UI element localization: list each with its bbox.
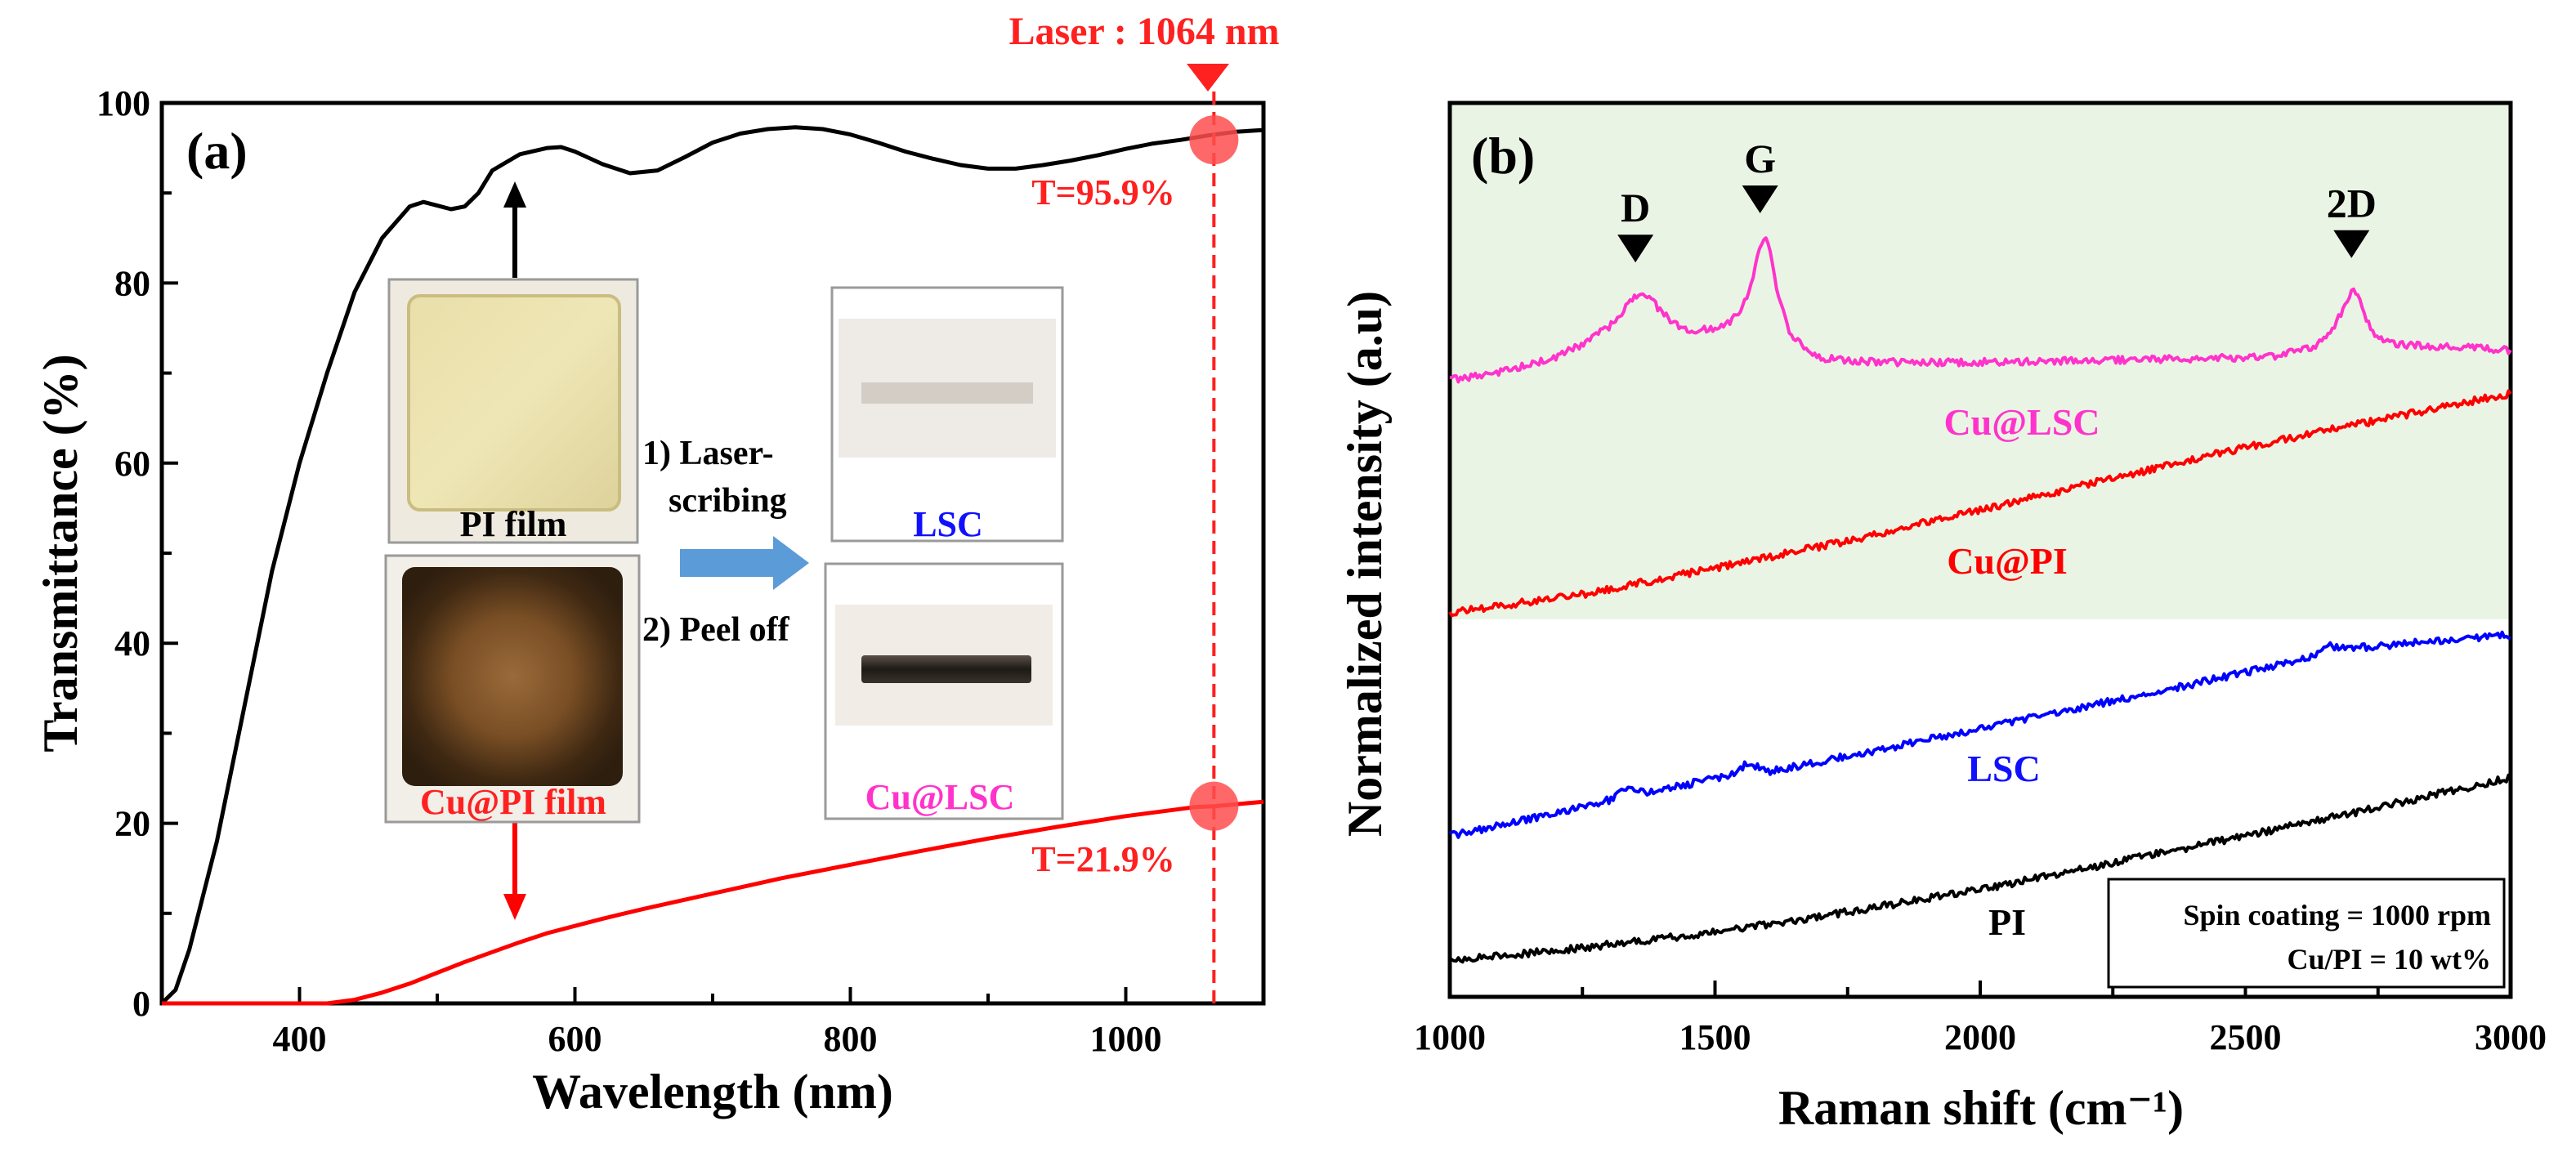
panel-b: 1000 1500 2000 2500 3000 D G 2D (b) Raman shif… (1338, 101, 2547, 1135)
y-tick-label: 40 (114, 623, 150, 663)
panel-a-label: (a) (186, 122, 248, 180)
series-label-pi: PI (1988, 901, 2026, 943)
peak-triangle-icon (2333, 230, 2370, 258)
annotation-line1: Spin coating = 1000 rpm (2183, 899, 2491, 931)
pi-film-inset: PI film (387, 278, 639, 544)
cu-pi-film-inset: Cu@PI film (384, 554, 641, 824)
panel-a-x-label: Wavelength (nm) (532, 1065, 893, 1119)
pi-film-label: PI film (460, 504, 567, 544)
x-tick-label: 2500 (2210, 1017, 2282, 1057)
series-label-cu-lsc: Cu@LSC (1943, 401, 2100, 443)
y-tick-label: 80 (114, 263, 150, 303)
series-line-1 (1448, 389, 2512, 618)
series-line-3 (1448, 773, 2511, 964)
y-tick-label: 20 (114, 804, 150, 844)
x-tick-label: 3000 (2475, 1017, 2547, 1057)
panel-b-curves (1448, 236, 2512, 964)
x-tick-label: 600 (548, 1019, 602, 1059)
laser-label: Laser : 1064 nm (1008, 10, 1279, 53)
panel-b-x-label: Raman shift (cm⁻¹) (1778, 1081, 2184, 1135)
annotation-line2: Cu/PI = 10 wt% (2287, 943, 2491, 976)
cu-lsc-label: Cu@LSC (865, 777, 1015, 817)
peak-markers: D G 2D (1617, 136, 2377, 263)
annotation-box: Spin coating = 1000 rpm Cu/PI = 10 wt% (2107, 878, 2506, 989)
step1-line1: 1) Laser- (642, 435, 774, 472)
peak-triangle-icon (1617, 235, 1654, 263)
x-tick-label: 800 (824, 1019, 878, 1059)
y-tick-label: 60 (114, 444, 150, 484)
peak-label: G (1744, 136, 1776, 181)
cu-pi-film-label: Cu@PI film (420, 782, 606, 822)
cu-lsc-inset: Cu@LSC (824, 562, 1064, 820)
process-arrow-icon (680, 536, 809, 590)
series-label-lsc: LSC (1967, 748, 2040, 789)
step1-line2: scribing (669, 482, 787, 520)
peak-triangle-icon (1742, 185, 1778, 214)
panel-a: 400 600 800 1000 0 20 40 60 80 100 (a) Wavelengt… (34, 10, 1280, 1119)
lsc-label: LSC (913, 504, 983, 544)
panel-a-x-ticks: 400 600 800 1000 (160, 987, 1265, 1059)
marker-point-0 (1189, 115, 1239, 165)
arrow-down-icon (503, 894, 526, 920)
x-tick-label: 1000 (1414, 1017, 1486, 1057)
step2-label: 2) Peel off (642, 611, 790, 649)
peak-label: 2D (2327, 181, 2377, 226)
x-tick-label: 1000 (1090, 1019, 1162, 1059)
laser-triangle-icon (1187, 64, 1229, 92)
y-tick-label: 0 (132, 984, 150, 1024)
series-line-1 (162, 799, 1264, 1006)
marker-high-label: T=95.9% (1031, 172, 1174, 212)
series-label-cu-pi: Cu@PI (1947, 540, 2068, 582)
series-line-0 (1449, 236, 2512, 384)
series-line-2 (1448, 630, 2511, 839)
panel-a-y-ticks: 0 20 40 60 80 100 (96, 83, 178, 1024)
panel-a-y-label: Transmittance (%) (34, 354, 87, 752)
lsc-inset: LSC (830, 286, 1064, 544)
panel-b-x-ticks: 1000 1500 2000 2500 3000 (1414, 981, 2547, 1057)
laser-line (1189, 92, 1239, 1003)
x-tick-label: 2000 (1944, 1017, 2016, 1057)
x-tick-label: 1500 (1679, 1017, 1751, 1057)
x-tick-label: 400 (273, 1019, 327, 1059)
y-tick-label: 100 (96, 83, 150, 123)
panel-a-curves (160, 125, 1264, 1006)
panel-b-label: (b) (1471, 127, 1535, 185)
marker-low-label: T=21.9% (1031, 839, 1174, 879)
panel-b-y-label: Normalized intensity (a.u) (1338, 291, 1392, 837)
series-line-0 (160, 125, 1264, 1005)
arrow-up-icon (503, 181, 526, 208)
marker-point-1 (1189, 781, 1239, 831)
peak-label: D (1621, 185, 1650, 230)
